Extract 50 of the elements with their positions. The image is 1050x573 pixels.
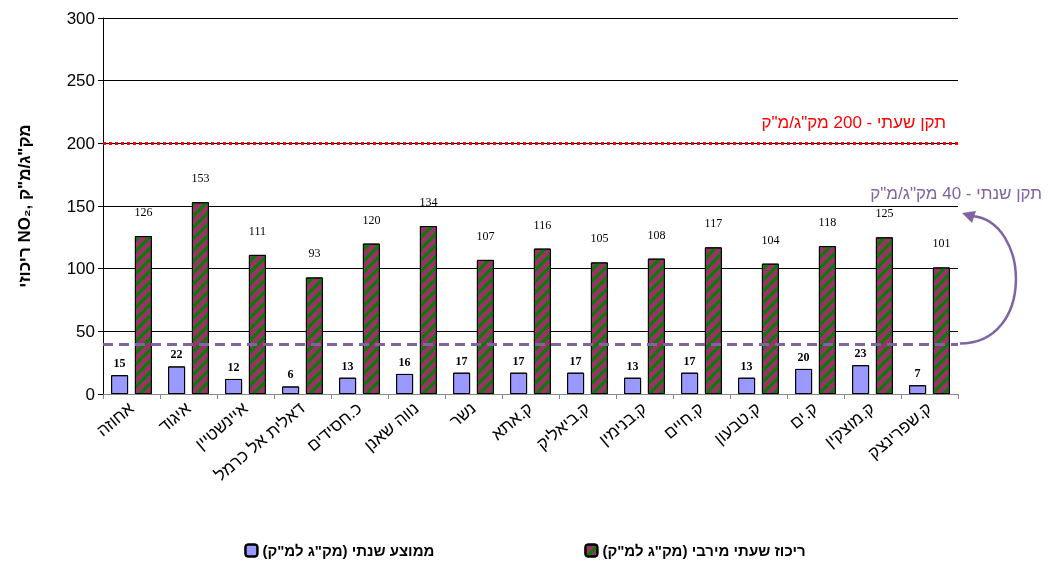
- data-label: 101: [932, 236, 951, 251]
- data-label: 12: [227, 359, 240, 374]
- y-tick-label: 250: [66, 71, 95, 91]
- x-tick-label: ק.טבעון: [710, 398, 765, 449]
- data-label: 17: [569, 353, 582, 368]
- x-tick-label: אחוזה: [93, 398, 138, 441]
- data-label: 16: [398, 354, 411, 369]
- data-label: 13: [341, 358, 354, 373]
- data-label: 120: [362, 212, 381, 227]
- data-label: 20: [797, 349, 810, 364]
- ref-line-label: תקן שנתי - 40 מק"ג/מ"ק: [870, 184, 1043, 204]
- legend-label: ממוצע שנתי (מק"ג למ"ק): [262, 542, 435, 559]
- y-tick-label: 0: [85, 384, 95, 404]
- legend-label: ריכוז שעתי מירבי (מק"ג למ"ק): [602, 542, 806, 559]
- data-label: 6: [287, 367, 294, 382]
- data-label: 22: [170, 347, 183, 362]
- x-tick-label: נשר: [446, 398, 480, 432]
- data-label: 17: [683, 353, 696, 368]
- data-label: 7: [914, 366, 921, 381]
- y-tick-label: 300: [66, 8, 95, 28]
- data-label: 104: [761, 232, 780, 247]
- data-label: 108: [647, 227, 666, 242]
- data-label: 126: [134, 205, 153, 220]
- data-label: 93: [308, 246, 321, 261]
- y-tick-label: 50: [76, 321, 95, 341]
- data-label: 125: [875, 206, 894, 221]
- data-label: 111: [248, 223, 266, 238]
- x-tick-label: ק.חיים: [660, 398, 708, 443]
- x-tick-label: איגוד: [154, 398, 195, 437]
- data-label: 153: [191, 171, 210, 186]
- data-label: 17: [512, 353, 525, 368]
- data-label: 118: [818, 215, 837, 230]
- data-label: 23: [854, 346, 867, 361]
- data-label: 117: [704, 216, 723, 231]
- x-tick-label: ק.בנימין: [595, 398, 651, 450]
- y-axis-title: ריכוזי NO₂, מק"ג/מ"ק: [15, 124, 34, 288]
- y-tick-label: 100: [66, 259, 95, 279]
- data-label: 17: [455, 353, 468, 368]
- ref-line-label: תקן שעתי - 200 מק"ג/מ"ק: [761, 113, 946, 133]
- data-label: 15: [113, 356, 126, 371]
- x-tick-label: ק.ים: [786, 398, 822, 433]
- data-label: 107: [476, 228, 495, 243]
- data-label: 13: [626, 358, 639, 373]
- y-tick-label: 150: [66, 196, 95, 216]
- y-tick-label: 200: [66, 133, 95, 153]
- data-label: 134: [419, 195, 438, 210]
- data-label: 116: [533, 217, 552, 232]
- x-tick-label: נווה שאנן: [360, 398, 423, 456]
- data-label: 13: [740, 358, 753, 373]
- data-label: 105: [590, 231, 609, 246]
